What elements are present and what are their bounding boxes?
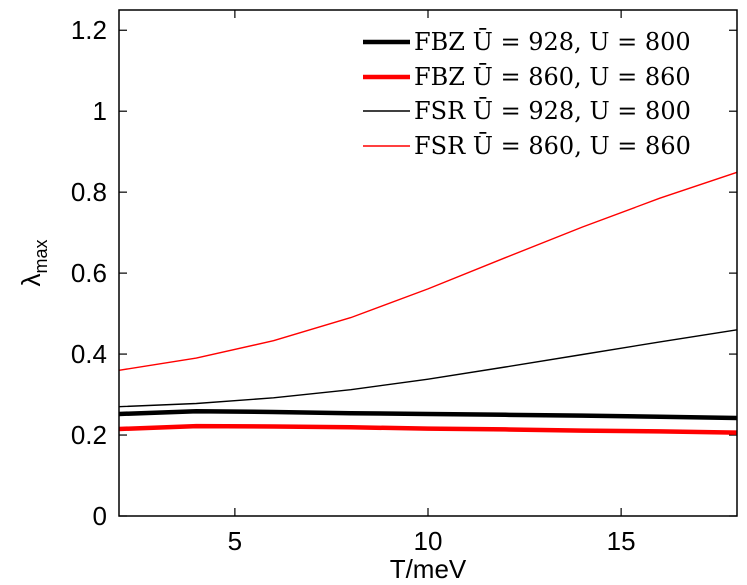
- axis-ticks: [119, 10, 737, 517]
- y-tick-label: 0.8: [71, 177, 107, 207]
- y-axis-title: λmax: [16, 239, 51, 286]
- series-line-2: [118, 423, 738, 435]
- y-tick-label: 1.2: [71, 15, 107, 45]
- x-tick-label: 15: [607, 526, 636, 556]
- y-tick-label: 0.6: [71, 258, 107, 288]
- series-line-3: [118, 329, 738, 408]
- y-tick-label: 0.4: [71, 339, 107, 369]
- series-line-4: [118, 171, 738, 371]
- series-lines: [118, 171, 738, 435]
- y-axis-title-symbol: λ: [16, 274, 46, 287]
- y-tick-label: 0.2: [71, 420, 107, 450]
- legend-label-2: FBZ Ū = 860, U = 860: [414, 63, 691, 91]
- plot-frame: [118, 9, 738, 517]
- tick-labels: 0 0.2 0.4 0.6 0.8 1 1.2 5 10 15: [71, 15, 636, 556]
- y-tick-label: 1: [93, 96, 107, 126]
- x-axis-title: T/meV: [390, 554, 467, 584]
- y-tick-label: 0: [93, 501, 107, 531]
- legend-label-3: FSR Ū = 928, U = 800: [414, 97, 691, 125]
- legend-label-4: FSR Ū = 860, U = 860: [414, 132, 691, 160]
- legend: FBZ Ū = 928, U = 800 FBZ Ū = 860, U = 860…: [363, 28, 691, 160]
- x-tick-label: 5: [228, 526, 242, 556]
- x-tick-label: 10: [414, 526, 443, 556]
- series-line-1: [118, 408, 738, 421]
- y-axis-title-subscript: max: [31, 239, 51, 273]
- legend-label-1: FBZ Ū = 928, U = 800: [414, 28, 691, 56]
